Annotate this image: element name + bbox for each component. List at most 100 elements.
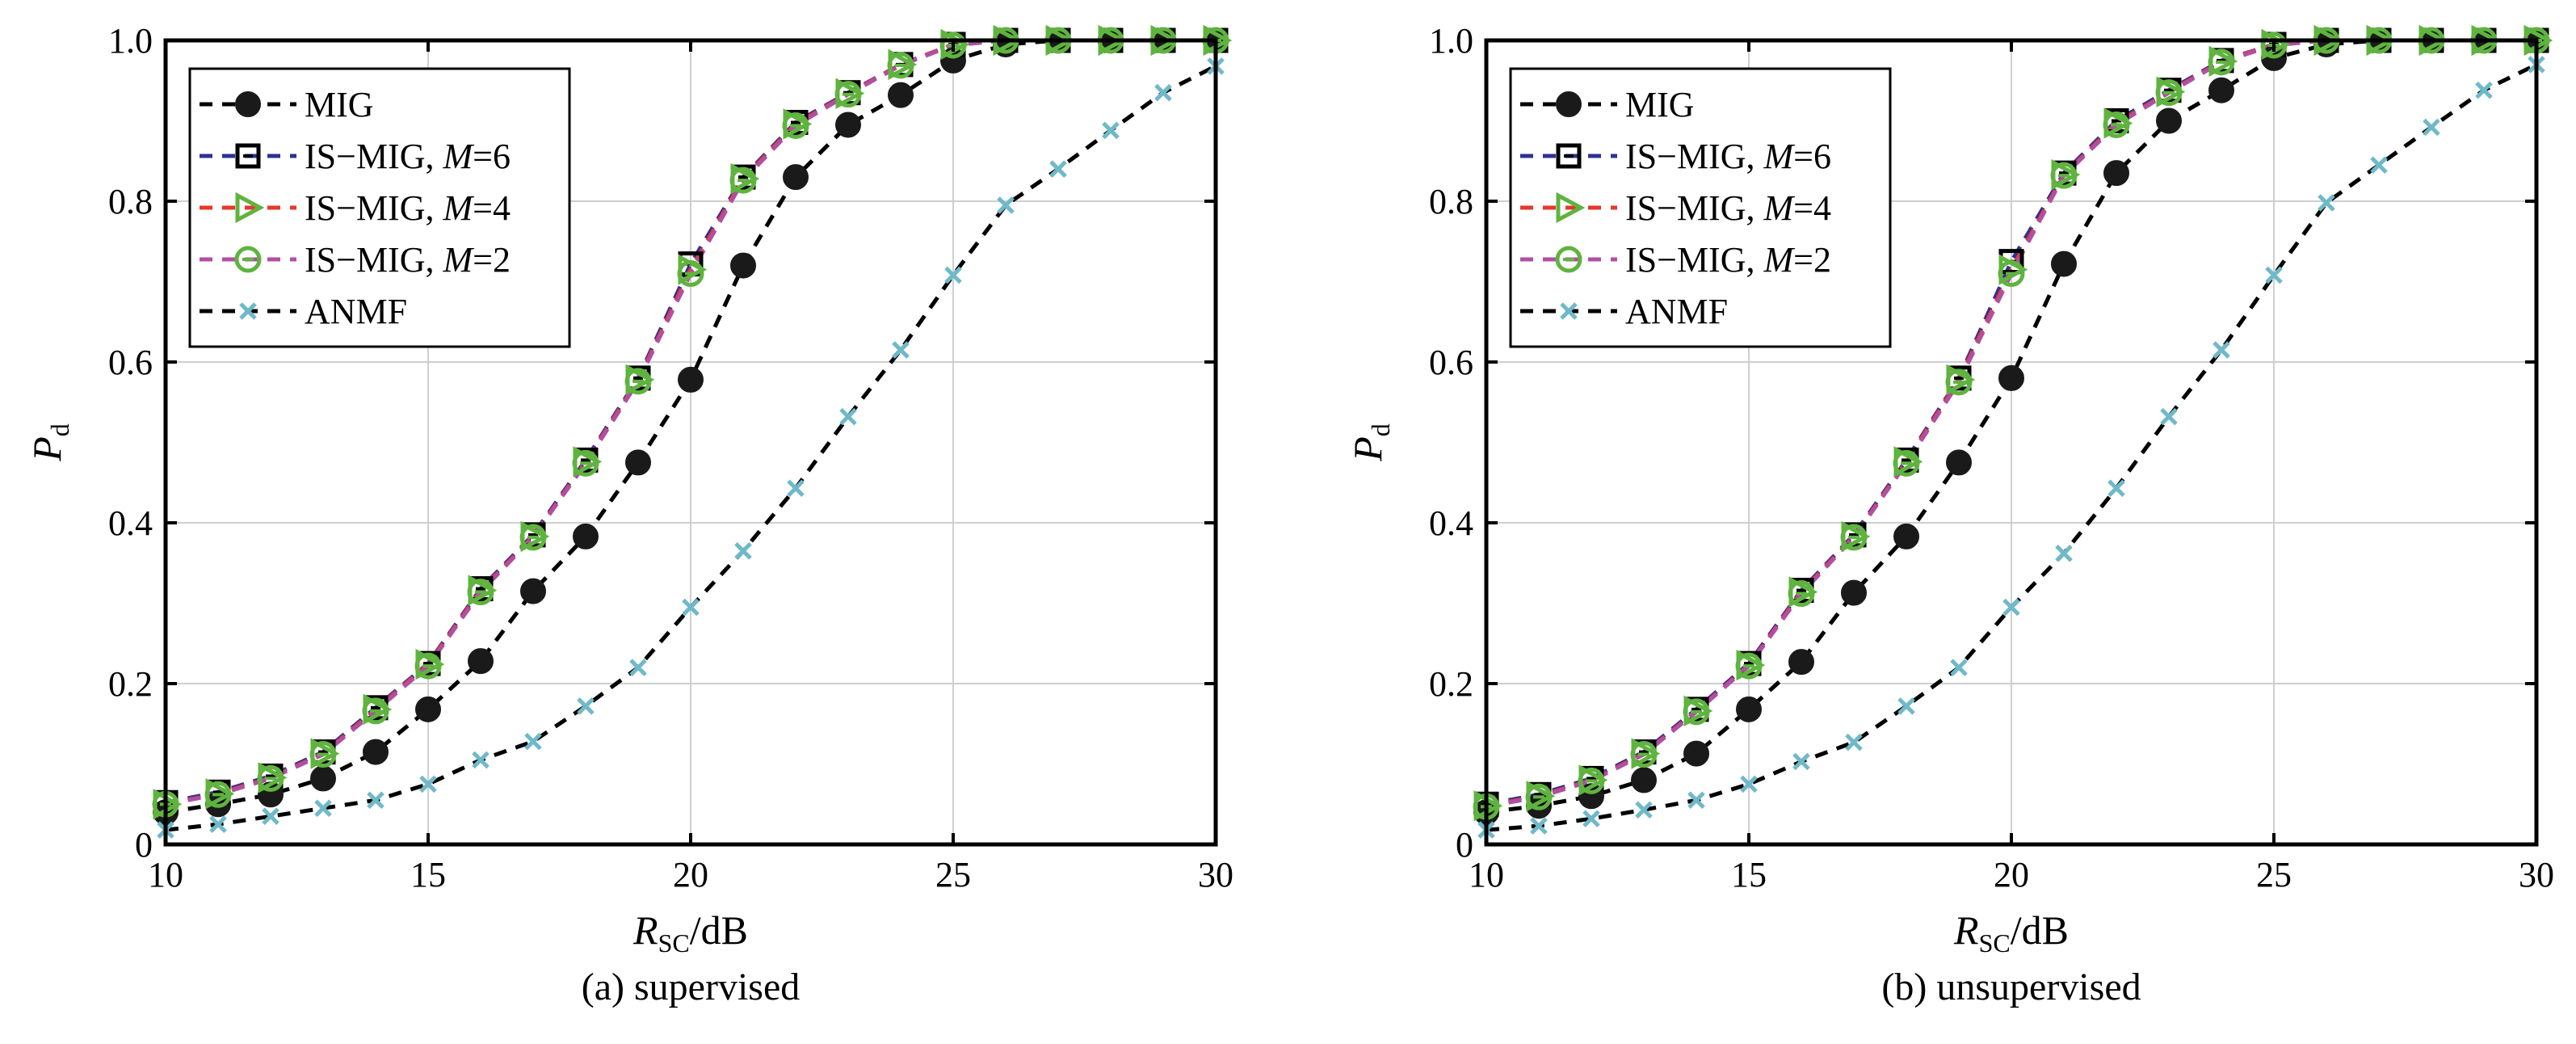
data-point-is-mig-m2	[2208, 48, 2235, 76]
data-point-mig	[1893, 523, 1919, 549]
data-point-is-mig-m2	[1525, 783, 1553, 810]
data-point-mig	[363, 739, 389, 765]
data-point-is-mig-m2	[519, 524, 547, 551]
legend-marker-anmf	[239, 302, 257, 320]
legend: MIG IS−MIG, M=6 IS−MIG, M=4 IS−MIG, M=2 ANMF	[188, 67, 571, 348]
y-tick-label: 1.0	[108, 21, 153, 61]
y-axis-label: Pd	[24, 423, 74, 462]
x-tick-label: 20	[673, 855, 708, 895]
data-point-anmf	[419, 775, 437, 794]
data-point-anmf	[1582, 810, 1600, 827]
data-point-mig	[310, 765, 336, 792]
data-point-anmf	[892, 341, 910, 359]
legend-entry-mig: MIG	[200, 85, 374, 124]
data-point-anmf	[1102, 121, 1120, 140]
y-tick-label: 1.0	[1429, 21, 1473, 61]
legend-marker-is-mig-m2	[234, 246, 262, 273]
data-point-mig	[573, 523, 599, 549]
data-point-anmf	[367, 791, 385, 810]
legend-entry-anmf: ANMF	[1520, 292, 1728, 331]
markers-anmf	[1477, 56, 2545, 839]
y-tick-label: 0.8	[108, 182, 153, 221]
data-point-is-mig-m2	[887, 52, 914, 79]
legend-entry-is-mig-m4: IS−MIG, M=4	[1520, 188, 1831, 228]
markers-anmf	[157, 57, 1225, 839]
data-point-is-mig-m2	[572, 449, 599, 477]
chart-panel-unsupervised: 10 15 20 25 30 0 0.2 0.4 0.6 0.8 1.0 RSC/dB Pd (b) un…	[1345, 21, 2554, 1008]
y-axis-label: Pd	[1345, 423, 1395, 462]
data-point-mig	[1946, 449, 1972, 476]
legend-label: MIG	[305, 85, 374, 124]
legend-label: IS−MIG, M=2	[1625, 240, 1831, 280]
chart-panel-supervised: 10 15 20 25 30 0 0.2 0.4 0.6 0.8 1.0 RSC/dB Pd (a) su…	[24, 21, 1233, 1008]
x-tick-label: 30	[2519, 855, 2554, 895]
data-point-anmf	[734, 542, 752, 560]
legend-marker-mig	[235, 91, 261, 117]
legend-entry-is-mig-m2: IS−MIG, M=2	[200, 240, 511, 280]
data-point-is-mig-m2	[362, 697, 389, 725]
legend: MIG IS−MIG, M=6 IS−MIG, M=4 IS−MIG, M=2 ANMF	[1509, 67, 1892, 348]
data-point-mig	[468, 648, 494, 675]
data-point-mig	[2156, 107, 2182, 134]
data-point-anmf	[314, 799, 332, 817]
legend-label: MIG	[1625, 85, 1695, 124]
data-point-is-mig-m2	[677, 260, 704, 288]
legend-entry-anmf: ANMF	[200, 292, 407, 331]
data-point-mig	[835, 112, 861, 138]
data-point-is-mig-m2	[414, 652, 442, 680]
data-point-is-mig-m2	[1683, 698, 1710, 726]
legend-label: ANMF	[305, 292, 407, 331]
legend-entry-mig: MIG	[1520, 85, 1695, 124]
data-point-mig	[1788, 649, 1814, 676]
data-point-is-mig-m2	[729, 166, 757, 194]
y-tick-label: 0.6	[1429, 343, 1473, 382]
markers-is-mig-m2	[152, 27, 1229, 818]
data-point-anmf	[2265, 266, 2283, 284]
legend-label: IS−MIG, M=6	[305, 137, 511, 176]
data-point-anmf	[2055, 545, 2073, 562]
chart-caption: (b) unsupervised	[1881, 966, 2141, 1008]
y-tick-label: 0.2	[1429, 664, 1473, 704]
data-point-mig	[2103, 160, 2129, 187]
legend-marker-mig	[1556, 91, 1582, 117]
legend-marker-is-mig-m2	[1555, 246, 1582, 273]
legend-entry-is-mig-m4: IS−MIG, M=4	[200, 188, 511, 228]
data-point-anmf	[1845, 733, 1863, 751]
x-tick-label: 15	[1731, 855, 1767, 895]
chart-caption: (a) supervised	[582, 966, 801, 1008]
data-point-anmf	[2107, 479, 2125, 497]
data-point-anmf	[1792, 752, 1810, 771]
data-point-is-mig-m2	[1735, 652, 1763, 680]
data-point-is-mig-m2	[624, 368, 652, 395]
data-point-anmf	[944, 266, 962, 284]
data-point-mig	[1683, 740, 1709, 767]
x-tick-label: 15	[410, 855, 446, 895]
data-point-anmf	[1740, 775, 1758, 794]
y-tick-label: 0	[135, 825, 153, 865]
y-tick-label: 0.8	[1429, 182, 1473, 221]
data-point-anmf	[1635, 801, 1653, 819]
data-point-anmf	[2002, 598, 2020, 617]
data-point-is-mig-m2	[309, 741, 337, 768]
legend-label: IS−MIG, M=4	[1625, 188, 1831, 228]
x-tick-label: 20	[1994, 855, 2029, 895]
data-point-anmf	[1687, 791, 1705, 810]
data-point-is-mig-m2	[467, 579, 494, 606]
data-point-anmf	[682, 598, 700, 617]
data-point-mig	[1998, 364, 2024, 391]
data-point-anmf	[2423, 118, 2440, 137]
data-point-mig	[678, 366, 704, 393]
legend-label: IS−MIG, M=2	[305, 240, 511, 280]
y-tick-label: 0.4	[1429, 503, 1473, 543]
legend-entry-is-mig-m6: IS−MIG, M=6	[200, 137, 511, 176]
legend-marker-is-mig-m6	[235, 143, 261, 169]
legend-label: IS−MIG, M=4	[305, 188, 511, 228]
data-point-anmf	[839, 407, 857, 426]
x-tick-label: 25	[935, 855, 971, 895]
data-point-is-mig-m2	[2155, 79, 2183, 107]
data-point-anmf	[577, 697, 595, 715]
data-point-mig	[888, 82, 914, 108]
x-tick-label: 10	[1469, 855, 1504, 895]
y-tick-label: 0.4	[108, 503, 153, 543]
data-point-anmf	[1950, 659, 1968, 676]
